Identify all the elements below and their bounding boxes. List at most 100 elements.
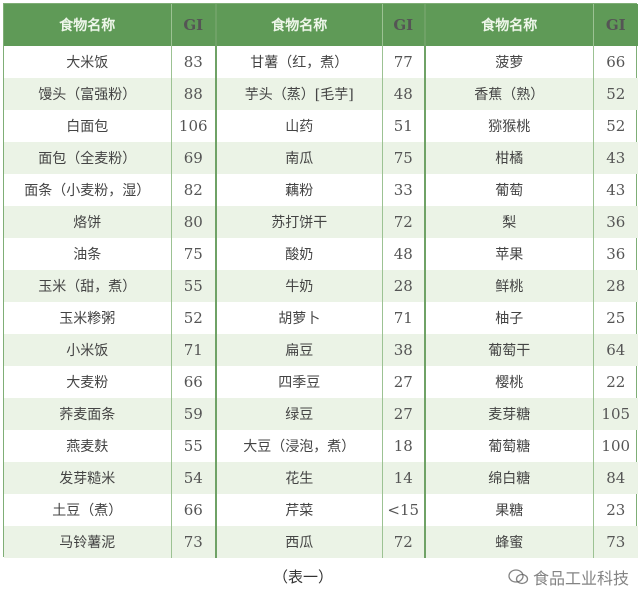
- food-name-cell: 馒头（富强粉）: [4, 78, 171, 110]
- food-name-cell: 土豆（煮）: [52, 503, 123, 519]
- food-name-cell: 鲜桃: [424, 270, 593, 302]
- gi-value-cell: 48: [381, 78, 425, 110]
- food-name-cell: 柑橘: [424, 142, 593, 174]
- table-row: 燕麦麸 55 大豆（浸泡，煮） 18 葡萄糖 100: [4, 430, 638, 462]
- gi-value-cell: 69: [170, 142, 216, 174]
- gi-value-cell: 66: [170, 366, 216, 398]
- food-name-cell: 芋头（蒸）[毛芋]: [215, 78, 382, 110]
- gi-value-cell: 77: [381, 46, 425, 78]
- food-name-cell: 南瓜: [215, 142, 382, 174]
- gi-value-cell: <15: [381, 494, 425, 526]
- food-name-cell: 牛奶: [215, 270, 382, 302]
- gi-value-cell: 25: [592, 302, 638, 334]
- food-name-cell: 葡萄糖: [424, 430, 593, 462]
- table-row: 面包（全麦粉） 69 南瓜 75 柑橘 43: [4, 142, 638, 174]
- gi-value-cell: 52: [592, 110, 638, 142]
- watermark: 食品工业科技: [507, 565, 629, 589]
- gi-value-cell: 28: [381, 270, 425, 302]
- food-name-cell: 发芽糙米: [4, 462, 171, 494]
- table-footer: （表一） 食品工业科技: [3, 562, 637, 590]
- food-name-cell: 绵白糖: [424, 462, 593, 494]
- gi-value-cell: 73: [170, 526, 216, 558]
- table-row: 玉米（甜，煮） 55 牛奶 28 鲜桃 28: [4, 270, 638, 302]
- food-name-cell: 玉米（甜，煮）: [4, 270, 171, 302]
- gi-value-cell: 55: [170, 270, 216, 302]
- table-row: 玉米糁粥 52 胡萝卜 71 柚子 25: [4, 302, 638, 334]
- gi-value-cell: 22: [592, 366, 638, 398]
- gi-value-cell: 52: [170, 302, 216, 334]
- gi-value-cell: 84: [592, 462, 638, 494]
- food-name-cell: 燕麦麸: [66, 439, 109, 455]
- gi-value-cell: 72: [381, 206, 425, 238]
- food-name-cell: 白面包: [66, 119, 109, 135]
- food-name-cell: 葡萄: [424, 174, 593, 206]
- gi-value-cell: 106: [170, 110, 216, 142]
- gi-value-cell: 71: [381, 302, 425, 334]
- food-name-cell: 猕猴桃: [424, 110, 593, 142]
- food-name-cell: 扁豆: [215, 334, 382, 366]
- gi-table: 食物名称 GI 食物名称 GI 食物名称 GI 大米饭 83 甘薯（红，煮） 77 菠萝…: [4, 4, 638, 558]
- gi-value-cell: 80: [170, 206, 216, 238]
- gi-value-cell: 59: [170, 398, 216, 430]
- food-name-cell: 油条: [73, 247, 102, 263]
- gi-value-cell: 72: [381, 526, 425, 558]
- food-name-cell: 藕粉: [215, 174, 382, 206]
- header-food-name: 食物名称: [4, 4, 171, 46]
- food-name-cell: 樱桃: [424, 366, 593, 398]
- food-name-cell: 小米饭: [4, 334, 171, 366]
- food-name-cell: 大麦粉: [66, 375, 109, 391]
- gi-value-cell: 75: [381, 142, 425, 174]
- gi-value-cell: 66: [170, 494, 216, 526]
- gi-value-cell: 33: [381, 174, 425, 206]
- gi-value-cell: 88: [170, 78, 216, 110]
- food-name-cell: 玉米糁粥: [59, 311, 116, 327]
- food-name-cell: 菠萝: [424, 46, 593, 78]
- header-gi: GI: [381, 4, 425, 46]
- food-name-cell: 绿豆: [215, 398, 382, 430]
- table-caption: （表一）: [273, 568, 334, 586]
- food-name-cell: 苹果: [424, 238, 593, 270]
- food-name-cell: 西瓜: [215, 526, 382, 558]
- gi-value-cell: 51: [381, 110, 425, 142]
- table-row: 白面包 106 山药 51 猕猴桃 52: [4, 110, 638, 142]
- gi-value-cell: 23: [592, 494, 638, 526]
- table-row: 小米饭 71 扁豆 38 葡萄干 64: [4, 334, 638, 366]
- food-name-cell: 蜂蜜: [424, 526, 593, 558]
- food-name-cell: 柚子: [424, 302, 593, 334]
- watermark-text: 食品工业科技: [532, 569, 629, 588]
- table-row: 馒头（富强粉） 88 芋头（蒸）[毛芋] 48 香蕉（熟） 52: [4, 78, 638, 110]
- table-row: 马铃薯泥 73 西瓜 72 蜂蜜 73: [4, 526, 638, 558]
- gi-value-cell: 66: [592, 46, 638, 78]
- food-name-cell: 葡萄干: [424, 334, 593, 366]
- gi-value-cell: 55: [170, 430, 216, 462]
- header-food-name: 食物名称: [215, 4, 382, 46]
- food-name-cell: 苏打饼干: [215, 206, 382, 238]
- food-name-cell: 山药: [215, 110, 382, 142]
- gi-value-cell: 64: [592, 334, 638, 366]
- food-name-cell: 酸奶: [215, 238, 382, 270]
- food-name-cell: 大米饭: [66, 55, 109, 71]
- header-food-name: 食物名称: [424, 4, 593, 46]
- wechat-icon: [508, 569, 529, 585]
- gi-table-container: 食物名称 GI 食物名称 GI 食物名称 GI 大米饭 83 甘薯（红，煮） 77 菠萝…: [3, 3, 638, 558]
- gi-value-cell: 82: [170, 174, 216, 206]
- table-row: 土豆（煮） 66 芹菜 <15 果糖 23: [4, 494, 638, 526]
- food-name-cell: 麦芽糖: [424, 398, 593, 430]
- gi-value-cell: 36: [592, 238, 638, 270]
- food-name-cell: 马铃薯泥: [4, 526, 171, 558]
- gi-value-cell: 43: [592, 142, 638, 174]
- gi-value-cell: 105: [592, 398, 638, 430]
- gi-value-cell: 54: [170, 462, 216, 494]
- gi-value-cell: 73: [592, 526, 638, 558]
- food-name-cell: 荞麦面条: [4, 398, 171, 430]
- food-name-cell: 面包（全麦粉）: [4, 142, 171, 174]
- food-name-cell: 花生: [215, 462, 382, 494]
- food-name-cell: 胡萝卜: [215, 302, 382, 334]
- header-row: 食物名称 GI 食物名称 GI 食物名称 GI: [4, 4, 638, 46]
- food-name-cell: 香蕉（熟）: [424, 78, 593, 110]
- gi-value-cell: 52: [592, 78, 638, 110]
- food-name-cell: 面条（小麦粉，湿）: [24, 183, 151, 199]
- food-name-cell: 甘薯（红，煮）: [215, 46, 382, 78]
- gi-value-cell: 36: [592, 206, 638, 238]
- food-name-cell: 果糖: [424, 494, 593, 526]
